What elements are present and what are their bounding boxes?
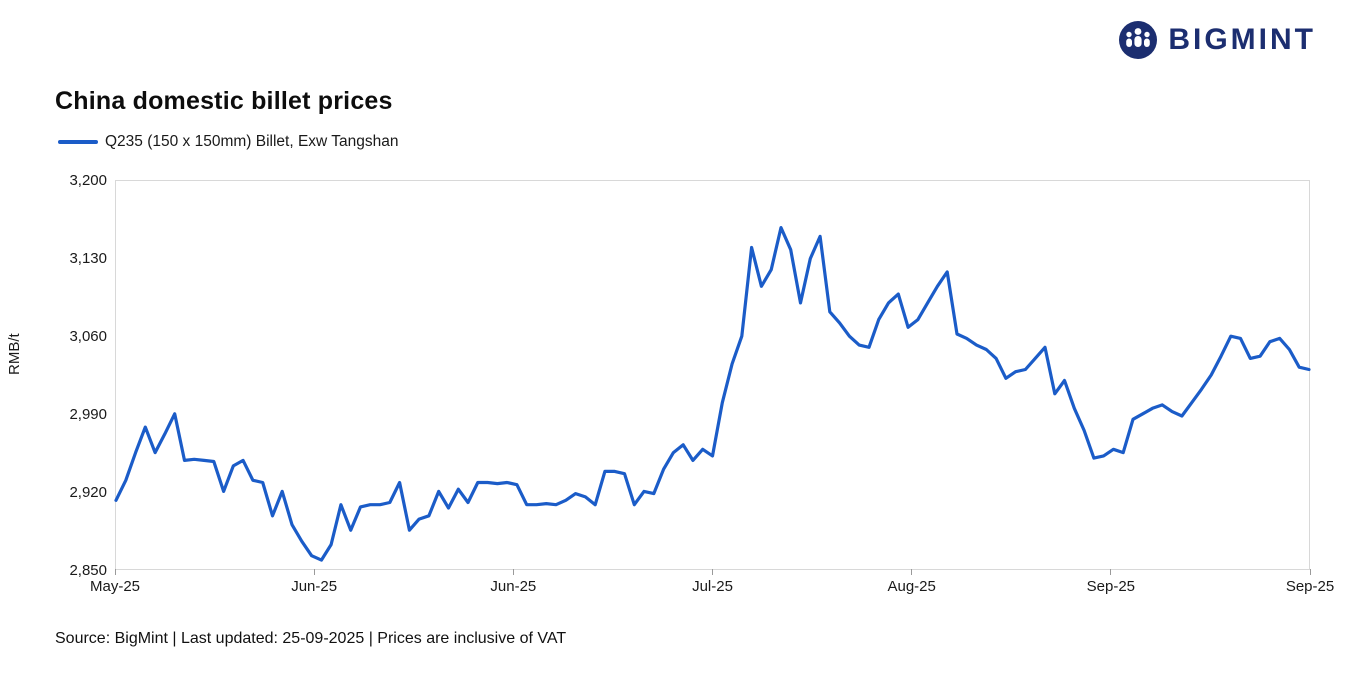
source-footnote: Source: BigMint | Last updated: 25-09-20… (55, 630, 567, 647)
y-tick-label: 3,060 (69, 328, 107, 345)
x-axis-tick-labels: May-25 Jun-25 Jun-25 Jul-25 Aug-25 Sep-25 Sep-… (90, 578, 1334, 598)
x-tick-label: Jun-25 (291, 578, 338, 595)
price-line-series (116, 228, 1309, 560)
x-tick-label: Jul-25 (692, 578, 733, 595)
x-tick-mark (911, 569, 913, 575)
x-tick-mark (1309, 569, 1311, 575)
x-tick-label: Jun-25 (490, 578, 537, 595)
chart-legend: Q235 (150 x 150mm) Billet, Exw Tangshan (58, 133, 399, 151)
x-tick-label: Sep-25 (1086, 578, 1136, 595)
y-axis-tick-labels: 2,850 2,920 2,990 3,060 3,130 3,200 (45, 172, 107, 579)
bigmint-logo-text: BIGMINT (1168, 23, 1316, 56)
bigmint-logo-icon (1119, 21, 1158, 59)
y-axis-title: RMB/t (6, 333, 23, 375)
page-title: China domestic billet prices (55, 86, 393, 115)
price-line-chart (116, 181, 1309, 569)
x-tick-label: Aug-25 (887, 578, 936, 595)
y-tick-label: 2,850 (69, 562, 107, 579)
x-tick-label: Sep-25 (1285, 578, 1335, 595)
x-tick-label: May-25 (89, 578, 141, 595)
x-tick-mark (114, 569, 116, 575)
bigmint-logo: BIGMINT (1118, 20, 1316, 60)
x-tick-mark (512, 569, 514, 575)
y-tick-label: 3,130 (69, 250, 107, 267)
x-tick-mark (712, 569, 713, 575)
legend-series-label: Q235 (150 x 150mm) Billet, Exw Tangshan (105, 133, 399, 150)
chart-plot-area (115, 180, 1310, 570)
y-tick-label: 3,200 (69, 172, 107, 189)
y-tick-label: 2,990 (69, 406, 107, 423)
x-tick-mark (1110, 569, 1112, 575)
y-tick-label: 2,920 (69, 484, 107, 501)
x-axis-tick-marks (114, 569, 1311, 575)
legend-line-swatch (58, 140, 98, 144)
x-tick-mark (313, 569, 315, 575)
